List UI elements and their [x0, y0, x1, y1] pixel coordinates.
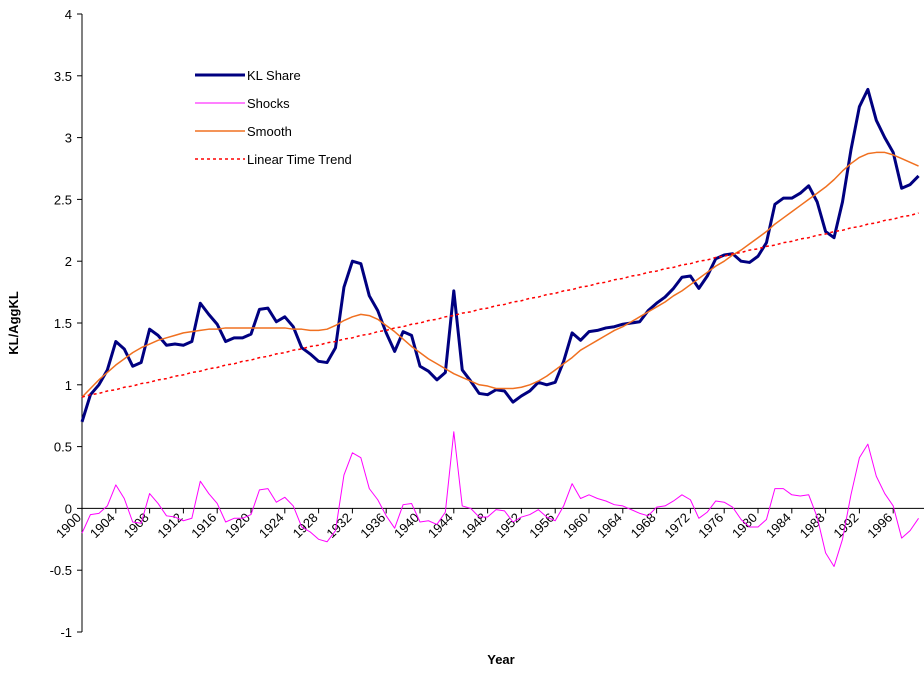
series-line: [81, 212, 919, 398]
x-tick-label: 1912: [154, 510, 185, 541]
x-tick-label: 1960: [560, 510, 591, 541]
x-tick-label: 1976: [695, 510, 726, 541]
y-tick-label: 2.5: [54, 192, 72, 207]
series-line: [81, 431, 919, 567]
legend-label: Smooth: [247, 124, 292, 139]
x-tick-label: 1944: [425, 510, 456, 541]
x-tick-label: 1948: [459, 510, 490, 541]
x-tick-label: 1988: [797, 510, 828, 541]
x-tick-label: 1952: [492, 510, 523, 541]
x-tick-label: 1992: [830, 510, 861, 541]
y-tick-label: 1.5: [54, 316, 72, 331]
x-tick-label: 1956: [526, 510, 557, 541]
x-tick-label: 1908: [121, 510, 152, 541]
y-tick-label: 0.5: [54, 440, 72, 455]
x-tick-label: 1932: [323, 510, 354, 541]
x-tick-label: 1972: [661, 510, 692, 541]
x-tick-label: 1920: [222, 510, 253, 541]
y-tick-label: 0: [65, 501, 72, 516]
x-tick-label: 1936: [357, 510, 388, 541]
x-tick-label: 1928: [290, 510, 321, 541]
y-tick-label: 3: [65, 131, 72, 146]
legend-label: Linear Time Trend: [247, 152, 352, 167]
x-tick-label: 1980: [729, 510, 760, 541]
y-tick-label: -1: [60, 625, 72, 640]
series-line: [80, 87, 920, 423]
x-tick-label: 1964: [594, 510, 625, 541]
x-tick-label: 1900: [53, 510, 84, 541]
legend-label: KL Share: [247, 68, 301, 83]
x-axis-title: Year: [487, 652, 514, 667]
series-line: [81, 151, 919, 398]
y-tick-label: 2: [65, 254, 72, 269]
y-axis-title: KL/AggKL: [6, 291, 21, 355]
legend-label: Shocks: [247, 96, 290, 111]
y-tick-label: 4: [65, 7, 72, 22]
x-tick-label: 1996: [864, 510, 895, 541]
y-tick-label: 1: [65, 378, 72, 393]
x-tick-label: 1924: [256, 510, 287, 541]
y-tick-label: -0.5: [50, 563, 72, 578]
y-tick-label: 3.5: [54, 69, 72, 84]
